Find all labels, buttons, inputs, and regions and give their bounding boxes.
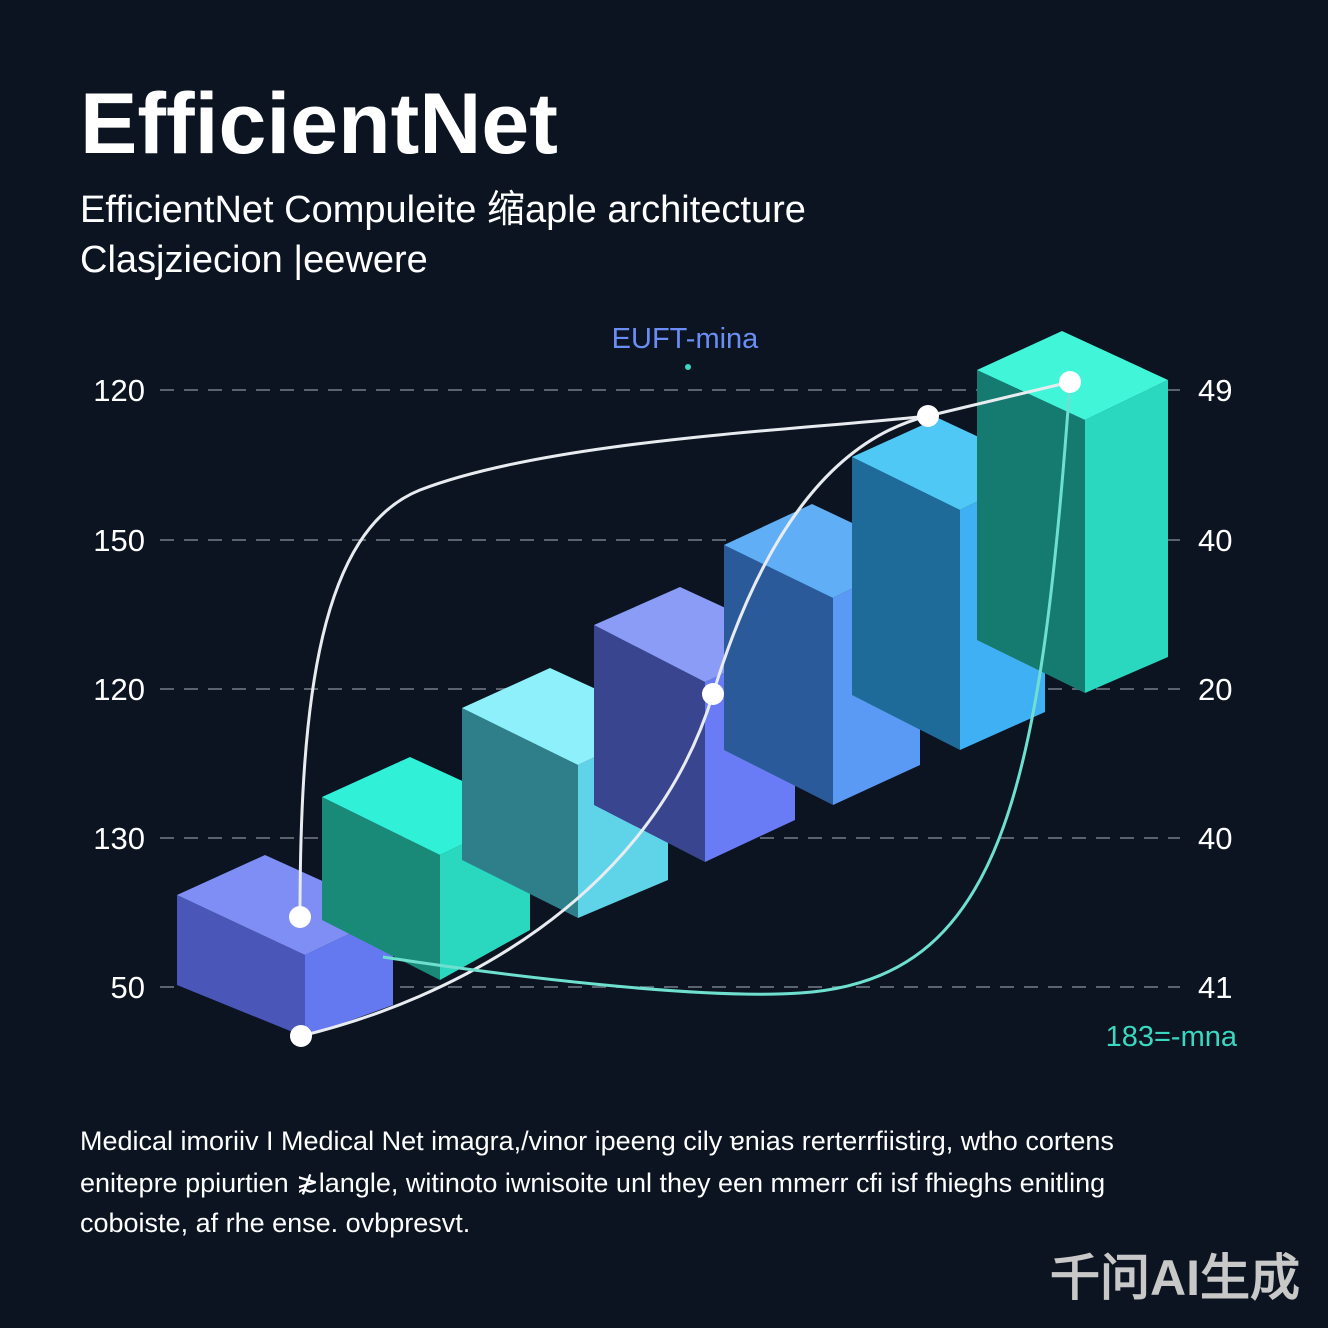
title: EfficientNet xyxy=(80,76,558,172)
top-label: EUFT-mina xyxy=(612,323,760,355)
curve xyxy=(300,414,929,1038)
point xyxy=(1059,371,1081,393)
point xyxy=(917,405,939,427)
curve xyxy=(382,381,1072,996)
left-tick-label: 50 xyxy=(111,970,145,1005)
point xyxy=(702,683,724,705)
marker xyxy=(685,364,691,370)
right-tick-label: 40 xyxy=(1198,523,1232,558)
right-tick-label: 49 xyxy=(1198,373,1232,408)
body-line: Medical imoriiv I Medical Net imagra,/vi… xyxy=(80,1126,1114,1156)
subtitle: Clasjziecion |eewere xyxy=(80,239,428,281)
boxes xyxy=(177,331,1168,1037)
left-tick-label: 150 xyxy=(93,523,145,558)
box xyxy=(177,855,393,1037)
curve xyxy=(298,380,1071,918)
left-tick-label: 120 xyxy=(93,373,145,408)
curves xyxy=(298,380,1072,1038)
bottom-label: 183=-mna xyxy=(1106,1021,1238,1053)
point xyxy=(290,1025,312,1047)
subtitle: EfficientNet Compuleite 缩aple architectu… xyxy=(80,189,806,231)
watermark: 千问AI生成 xyxy=(1050,1250,1300,1306)
right-tick-label: 20 xyxy=(1198,672,1232,707)
points xyxy=(289,371,1081,1047)
body-line: enitepre ppiurtien ≵langle, witinoto iwn… xyxy=(80,1168,1105,1198)
point xyxy=(289,906,311,928)
right-tick-label: 40 xyxy=(1198,821,1232,856)
right-tick-label: 41 xyxy=(1198,970,1232,1005)
left-tick-label: 130 xyxy=(93,821,145,856)
left-tick-label: 120 xyxy=(93,672,145,707)
body-line: coboiste, af rhe ense. ovbpresvt. xyxy=(80,1208,470,1238)
